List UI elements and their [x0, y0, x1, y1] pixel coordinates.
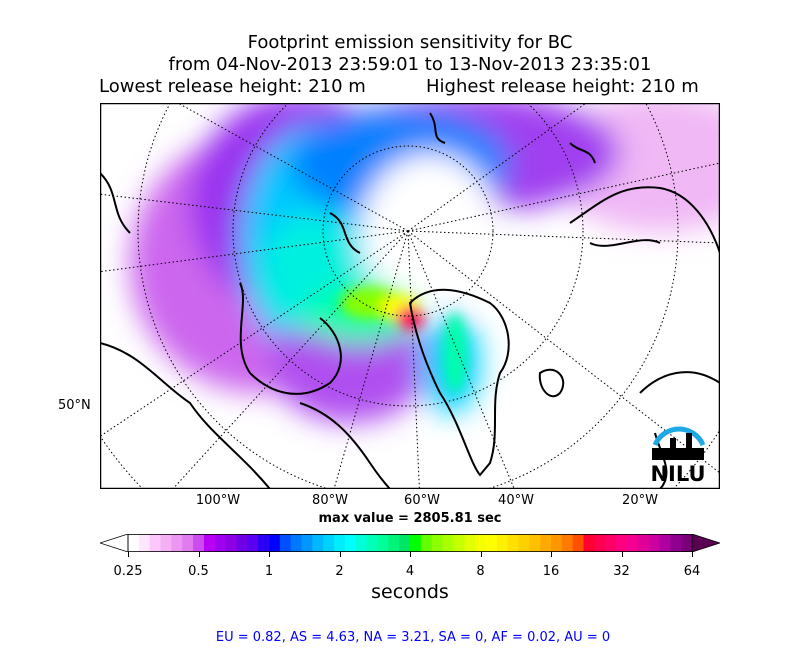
- title-line-2: from 04-Nov-2013 23:59:01 to 13-Nov-2013…: [168, 54, 652, 75]
- colorbar-tick-label: 2: [335, 564, 344, 579]
- title-line-1: Footprint emission sensitivity for BC: [247, 32, 573, 53]
- colorbar-tick-mark: [128, 552, 129, 557]
- colorbar-segment: [138, 534, 151, 552]
- colorbar-tick-label: 64: [683, 564, 701, 579]
- colorbar-segment: [355, 534, 368, 552]
- colorbar-segment: [149, 534, 162, 552]
- lon-label: 60°W: [404, 493, 440, 508]
- colorbar-segment: [464, 534, 476, 552]
- colorbar-segment: [431, 534, 444, 552]
- colorbar-segment: [312, 534, 324, 552]
- colorbar-segment: [193, 534, 205, 552]
- colorbar-segment: [507, 534, 520, 552]
- colorbar-segment: [496, 534, 509, 552]
- colorbar-tick-label: 4: [405, 564, 415, 579]
- colorbar-tick-label: 8: [476, 564, 485, 579]
- highest-release-height: Highest release height: 210 m: [426, 76, 699, 97]
- colorbar-tick-label: 32: [613, 564, 630, 579]
- colorbar-segment: [388, 534, 400, 552]
- colorbar-segment: [572, 534, 585, 552]
- colorbar-segment: [518, 534, 530, 552]
- colorbar-segment: [171, 534, 183, 552]
- colorbar-tick-mark: [692, 552, 693, 557]
- colorbar-segment: [334, 534, 346, 552]
- colorbar-segment: [366, 534, 379, 552]
- colorbar-tick-mark: [198, 552, 200, 557]
- colorbar-segment: [659, 534, 671, 552]
- lon-label: 20°W: [622, 493, 658, 508]
- colorbar-segment: [301, 534, 313, 552]
- colorbar-segment: [420, 534, 433, 552]
- colorbar-tick-mark: [480, 552, 482, 557]
- footprint-map: NILU: [100, 103, 720, 489]
- lon-label: 40°W: [498, 493, 534, 508]
- lon-label: 100°W: [195, 493, 241, 508]
- colorbar-segment: [605, 534, 617, 552]
- colorbar-segment: [247, 534, 259, 552]
- colorbar-segment: [214, 534, 227, 552]
- colorbar-segment: [377, 534, 389, 552]
- colorbar-segment: [637, 534, 650, 552]
- colorbar-segment: [594, 534, 606, 552]
- colorbar-segment: [182, 534, 194, 552]
- colorbar-tick-mark: [551, 552, 552, 557]
- lowest-release-height: Lowest release height: 210 m: [99, 76, 366, 97]
- hotspot: [340, 287, 467, 393]
- colorbar-segment: [453, 534, 465, 552]
- region-summary: EU = 0.82, AS = 4.63, NA = 3.21, SA = 0,…: [215, 630, 611, 645]
- colorbar-segment: [323, 534, 335, 552]
- colorbar-segment: [269, 534, 281, 552]
- colorbar-segment: [442, 534, 454, 552]
- colorbar-segment: [160, 534, 172, 552]
- colorbar-tick-label: 16: [542, 564, 560, 579]
- lat-label-50n: 50°N: [58, 398, 91, 413]
- colorbar-segment: [551, 534, 563, 552]
- colorbar-segment: [561, 534, 574, 552]
- colorbar-segment: [344, 534, 357, 552]
- graticule: [100, 103, 720, 489]
- colorbar-segment: [236, 534, 248, 552]
- colorbar-segment: [128, 534, 140, 552]
- colorbar-tick-label: 0.25: [113, 564, 143, 579]
- colorbar-segment: [681, 534, 693, 552]
- colorbar-tick-mark: [269, 552, 270, 557]
- colorbar-units: seconds: [371, 581, 449, 603]
- map-frame: [100, 103, 720, 489]
- colorbar-segment: [203, 534, 216, 552]
- colorbar-over-extension: [691, 534, 720, 552]
- colorbar-tick-mark: [339, 552, 341, 557]
- lon-label: 80°W: [312, 493, 348, 508]
- colorbar-tick-label: 0.5: [188, 564, 209, 579]
- colorbar-segment: [583, 534, 595, 552]
- colorbar-segment: [399, 534, 411, 552]
- logo-text: NILU: [650, 462, 705, 486]
- colorbar-segment: [670, 534, 682, 552]
- colorbar-segment: [475, 534, 487, 552]
- colorbar-segment: [485, 534, 498, 552]
- colorbar-tick-mark: [621, 552, 623, 557]
- colorbar-segment: [540, 534, 552, 552]
- nilu-logo: NILU: [650, 426, 706, 486]
- colorbar-frame: [127, 534, 693, 552]
- colorbar-segment: [616, 534, 628, 552]
- colorbar-segment: [529, 534, 541, 552]
- colorbar-segment: [410, 534, 422, 552]
- sensitivity-field: [130, 103, 720, 423]
- colorbar: [100, 534, 720, 552]
- colorbar-under-extension: [100, 534, 129, 552]
- colorbar-segment: [258, 534, 270, 552]
- logo-arc: [652, 426, 706, 447]
- colorbar-segment: [648, 534, 661, 552]
- colorbar-segment: [290, 534, 303, 552]
- colorbar-segment: [626, 534, 639, 552]
- colorbar-segment: [279, 534, 292, 552]
- colorbar-segment: [225, 534, 238, 552]
- colorbar-tick-label: 1: [264, 564, 274, 579]
- max-value-label: max value = 2805.81 sec: [318, 511, 502, 526]
- colorbar-tick-mark: [410, 552, 411, 557]
